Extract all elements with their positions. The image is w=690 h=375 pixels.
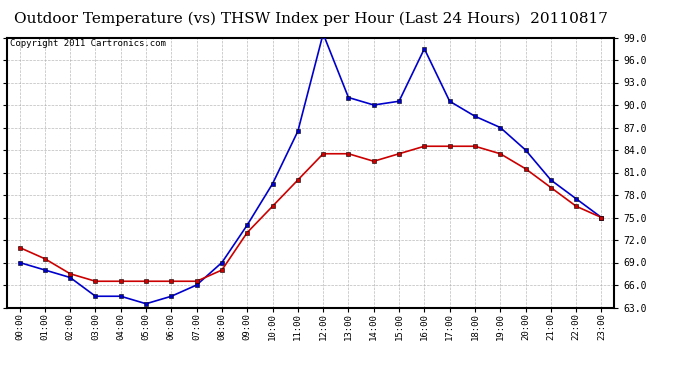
- Text: Outdoor Temperature (vs) THSW Index per Hour (Last 24 Hours)  20110817: Outdoor Temperature (vs) THSW Index per …: [14, 11, 607, 26]
- Text: Copyright 2011 Cartronics.com: Copyright 2011 Cartronics.com: [10, 39, 166, 48]
